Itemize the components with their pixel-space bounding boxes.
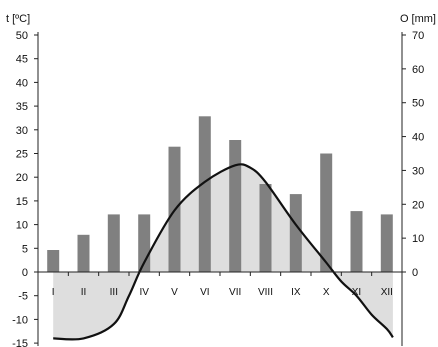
temperature-curve [53,163,394,341]
left-tick-label: 50 [16,30,28,42]
precipitation-bar [107,214,120,272]
precipitation-bar [289,194,302,272]
precipitation-bar [47,250,60,272]
precipitation-bar [77,234,90,272]
month-label: V [171,287,178,298]
precipitation-bar [259,184,272,272]
temperature-fill [53,164,393,340]
left-tick-label: 45 [16,54,28,66]
right-tick-label: 10 [412,233,424,245]
precipitation-bar [198,116,211,272]
right-axis-label: O [mm] [400,13,436,25]
precipitation-bar [229,140,242,272]
right-tick-label: 40 [412,132,424,144]
month-label: III [110,287,118,298]
temperature-area [53,164,393,340]
left-tick-label: 10 [16,220,28,232]
left-tick-label: 35 [16,101,28,113]
right-tick-label: 0 [412,267,418,279]
month-label: X [323,287,330,298]
right-tick-label: 60 [412,64,424,76]
precipitation-bars [47,116,393,272]
month-label: XI [352,287,361,298]
left-tick-label: 40 [16,77,28,89]
left-tick-label: -5 [18,291,28,303]
precipitation-bar [320,153,333,272]
left-tick-label: 15 [16,196,28,208]
axes: t [ºC] O [mm] 50454035302520151050-5-10-… [6,13,436,347]
precipitation-bar [350,211,363,272]
temperature-line [53,163,394,341]
month-label: XII [381,287,393,298]
left-tick-label: 0 [22,267,28,279]
precipitation-bar [380,214,393,272]
left-tick-label: -15 [12,338,28,347]
month-label: VII [229,287,241,298]
left-tick-label: 20 [16,172,28,184]
right-tick-label: 50 [412,98,424,110]
left-tick-label: 30 [16,125,28,137]
right-tick-label: 30 [412,165,424,177]
left-tick-label: 25 [16,149,28,161]
left-axis-label: t [ºC] [6,13,30,25]
month-label: VIII [258,287,273,298]
month-label: II [81,287,87,298]
month-label: VI [200,287,209,298]
right-tick-label: 20 [412,199,424,211]
month-label: IX [291,287,301,298]
left-tick-label: -10 [12,314,28,326]
left-tick-label: 5 [22,243,28,255]
right-tick-label: 70 [412,30,424,42]
month-label: I [52,287,55,298]
month-label: IV [139,287,149,298]
